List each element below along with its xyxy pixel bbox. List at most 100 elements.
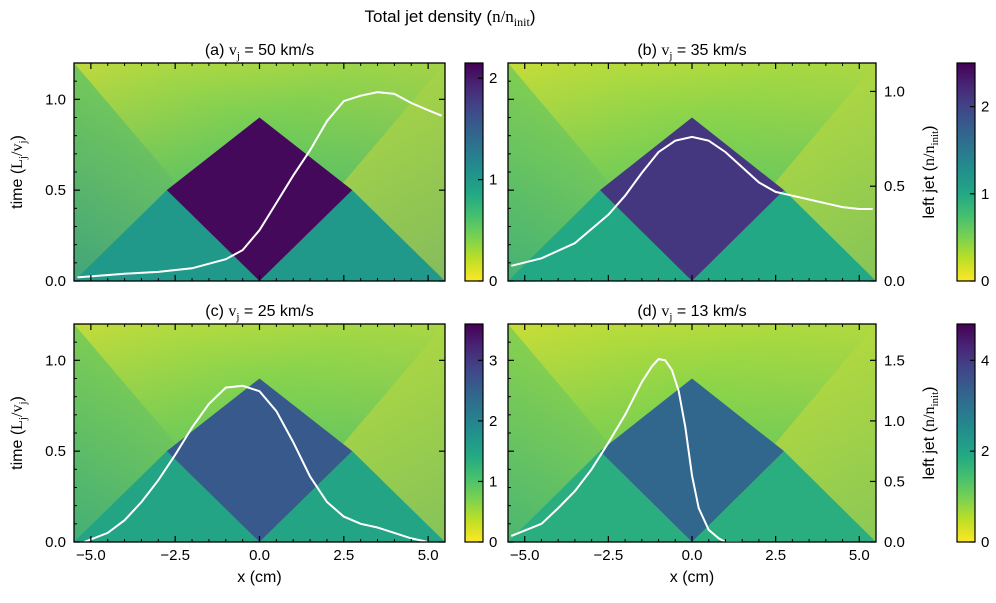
right-label-top: left jet (n/ninit): [921, 126, 941, 219]
title-n2: n: [505, 7, 514, 26]
ylabel-suffix: ): [9, 135, 26, 140]
ylabel-L: L: [9, 420, 26, 430]
right-label-n2: n: [921, 407, 938, 415]
right-label-suffix: ): [921, 126, 938, 131]
panel-title-value: = 50 km/s: [240, 42, 314, 59]
colorbar-gradient: [464, 323, 484, 543]
right-label-main: left jet (: [921, 426, 938, 479]
title-suffix: ): [530, 7, 536, 26]
ylabel-bottom: time (Lj/vj): [9, 396, 29, 470]
x-tick-label: 0.0: [249, 547, 270, 564]
svg-text:time (Lj/vj): time (Lj/vj): [9, 396, 29, 470]
ylabel-sub: j: [17, 417, 29, 421]
right-label-n: n: [921, 158, 938, 166]
panel-title-value: = 25 km/s: [239, 303, 313, 320]
panel-title: (d) vj = 13 km/s: [637, 303, 746, 323]
y-tick-label: 0.0: [45, 534, 66, 551]
y-tick-label: 1.0: [45, 352, 66, 369]
x-tick-label: −5.0: [76, 547, 106, 564]
single-jet-triangle-left: [74, 451, 260, 542]
panel-title: (b) vj = 35 km/s: [637, 42, 746, 62]
single-jet-triangle-left: [508, 451, 692, 542]
right-label-bottom: left jet (n/ninit): [921, 387, 941, 480]
overlap-region: [166, 117, 353, 281]
ylabel-slash: /: [9, 412, 26, 417]
ylabel-sub: j: [17, 156, 29, 160]
panel-title-v: v: [661, 303, 669, 320]
right-label-n: n: [921, 419, 938, 427]
x-tick-label: 5.0: [849, 547, 870, 564]
panel-title-v: v: [228, 303, 236, 320]
x-axis-label: x (cm): [670, 569, 714, 586]
right-y-tick-label: 0.0: [884, 273, 905, 290]
title-n: n: [492, 7, 501, 26]
single-jet-triangle-right: [259, 190, 445, 281]
svg-text:time (Lj/vj): time (Lj/vj): [9, 135, 29, 209]
right-label-slash: /: [921, 153, 938, 158]
left-jet-line: [510, 358, 743, 542]
right-label-suffix: ): [921, 387, 938, 392]
colorbar-tick-label: 2: [489, 413, 497, 430]
colorbar-tick-label: 1: [489, 473, 497, 490]
colorbar-tick-label: 2: [981, 99, 989, 116]
svg-text:left jet (n/ninit): left jet (n/ninit): [921, 126, 941, 219]
panel-title: (a) vj = 50 km/s: [205, 42, 314, 62]
right-y-tick-label: 1.0: [884, 413, 905, 430]
single-jet-triangle-right: [259, 451, 445, 542]
ylabel-L: L: [9, 159, 26, 169]
panel-title-label: (c): [205, 303, 228, 320]
colorbar-tick-label: 4: [981, 352, 989, 369]
x-axis-label: x (cm): [237, 569, 281, 586]
overlap-region: [600, 378, 784, 542]
right-label-main: left jet (: [921, 165, 938, 218]
right-label-sub: init: [929, 392, 941, 407]
panel-3: (c) vj = 25 km/s −5.0 −2.5 0.0 2.5 5.0 0.0 0.5 1…: [45, 303, 497, 586]
right-y-tick-label: 0.0: [884, 534, 905, 551]
colorbar: 0 1 2 3: [464, 323, 497, 551]
left-jet-line: [77, 91, 442, 279]
panel-title-v: v: [661, 42, 669, 59]
colorbar: 0 1 2: [464, 62, 497, 290]
ylabel-sub2: j: [17, 401, 29, 405]
panel-title-sub: j: [668, 311, 672, 323]
svg-text:left jet (n/ninit): left jet (n/ninit): [921, 387, 941, 480]
colorbar-tick-label: 0: [981, 534, 989, 551]
ylabel-v: v: [9, 405, 26, 413]
colorbar-tick-label: 3: [489, 352, 497, 369]
heatmap: [74, 324, 445, 542]
heatmap: [74, 63, 445, 281]
panel-title-value: = 35 km/s: [672, 42, 746, 59]
panel-title-sub: j: [668, 50, 672, 62]
colorbar-gradient: [464, 62, 484, 282]
panel-title-value: = 13 km/s: [672, 303, 746, 320]
panel-title-v: v: [229, 42, 237, 59]
right-y-tick-label: 0.5: [884, 178, 905, 195]
panel-1: (a) vj = 50 km/s 0.0 0.5 1.0 0 1 2: [45, 42, 497, 290]
x-tick-label: 2.5: [765, 547, 786, 564]
panel-title-sub: j: [235, 311, 239, 323]
ylabel-top: time (Lj/vj): [9, 135, 29, 209]
colorbar-tick-label: 1: [489, 172, 497, 189]
single-jet-triangle-left: [508, 190, 692, 281]
panel-4: (d) vj = 13 km/s −5.0 −2.5 0.0 2.5 5.0 0.0 0.5 1…: [507, 303, 989, 586]
single-jet-triangle-left: [74, 190, 260, 281]
colorbar-tick-label: 2: [489, 70, 497, 87]
colorbar-tick-label: 0: [489, 534, 497, 551]
x-tick-label: 2.5: [333, 547, 354, 564]
ylabel-v: v: [9, 144, 26, 152]
x-tick-label: 0.0: [682, 547, 703, 564]
single-jet-triangle-right: [692, 451, 876, 542]
colorbar: 0 2 4: [956, 323, 989, 551]
ylabel-suffix: ): [9, 396, 26, 401]
colorbar: 0 1 2: [956, 62, 989, 290]
colorbar-tick-label: 0: [489, 273, 497, 290]
ylabel-sub2: j: [17, 140, 29, 144]
ylabel-slash: /: [9, 151, 26, 156]
right-label-sub: init: [929, 131, 941, 146]
colorbar-tick-label: 2: [981, 443, 989, 460]
ylabel-main: time (: [9, 429, 26, 470]
left-jet-line: [511, 135, 873, 267]
colorbar-gradient: [956, 62, 976, 282]
x-tick-label: −5.0: [510, 547, 540, 564]
